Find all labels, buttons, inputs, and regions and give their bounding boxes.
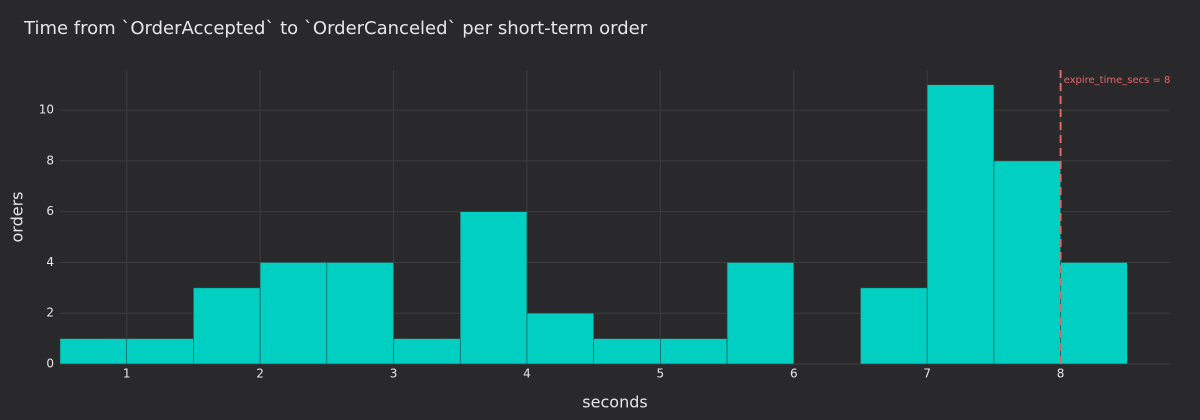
bar [326, 262, 394, 365]
bar [59, 338, 128, 365]
chart-title: Time from `OrderAccepted` to `OrderCance… [23, 18, 648, 39]
bar [1060, 262, 1128, 365]
y-tick-label: 8 [46, 153, 54, 167]
threshold-label: expire_time_secs = 8 [1064, 75, 1171, 86]
bar [593, 338, 661, 365]
bar [393, 338, 461, 365]
x-tick-label: 8 [1057, 367, 1065, 381]
bar [860, 287, 928, 365]
bar [660, 338, 728, 365]
y-tick-label: 6 [46, 204, 54, 218]
x-axis-label: seconds [582, 393, 647, 412]
x-tick-label: 5 [657, 367, 665, 381]
y-tick-label: 4 [46, 255, 54, 269]
bar [726, 262, 795, 365]
bar [193, 287, 261, 365]
y-tick-label: 0 [46, 357, 54, 371]
bar [259, 262, 328, 365]
x-tick-label: 3 [390, 367, 398, 381]
x-tick-label: 2 [256, 367, 264, 381]
x-tick-label: 1 [123, 367, 131, 381]
y-tick-label: 2 [46, 306, 54, 320]
y-tick-label: 10 [39, 103, 54, 117]
x-tick-label: 4 [523, 367, 531, 381]
y-axis-label: orders [8, 192, 27, 243]
bar [526, 312, 594, 365]
x-tick-label: 6 [790, 367, 798, 381]
bar [993, 160, 1061, 365]
bar [459, 211, 528, 365]
bar [926, 84, 995, 365]
x-tick-label: 7 [923, 367, 931, 381]
bar [126, 338, 194, 365]
